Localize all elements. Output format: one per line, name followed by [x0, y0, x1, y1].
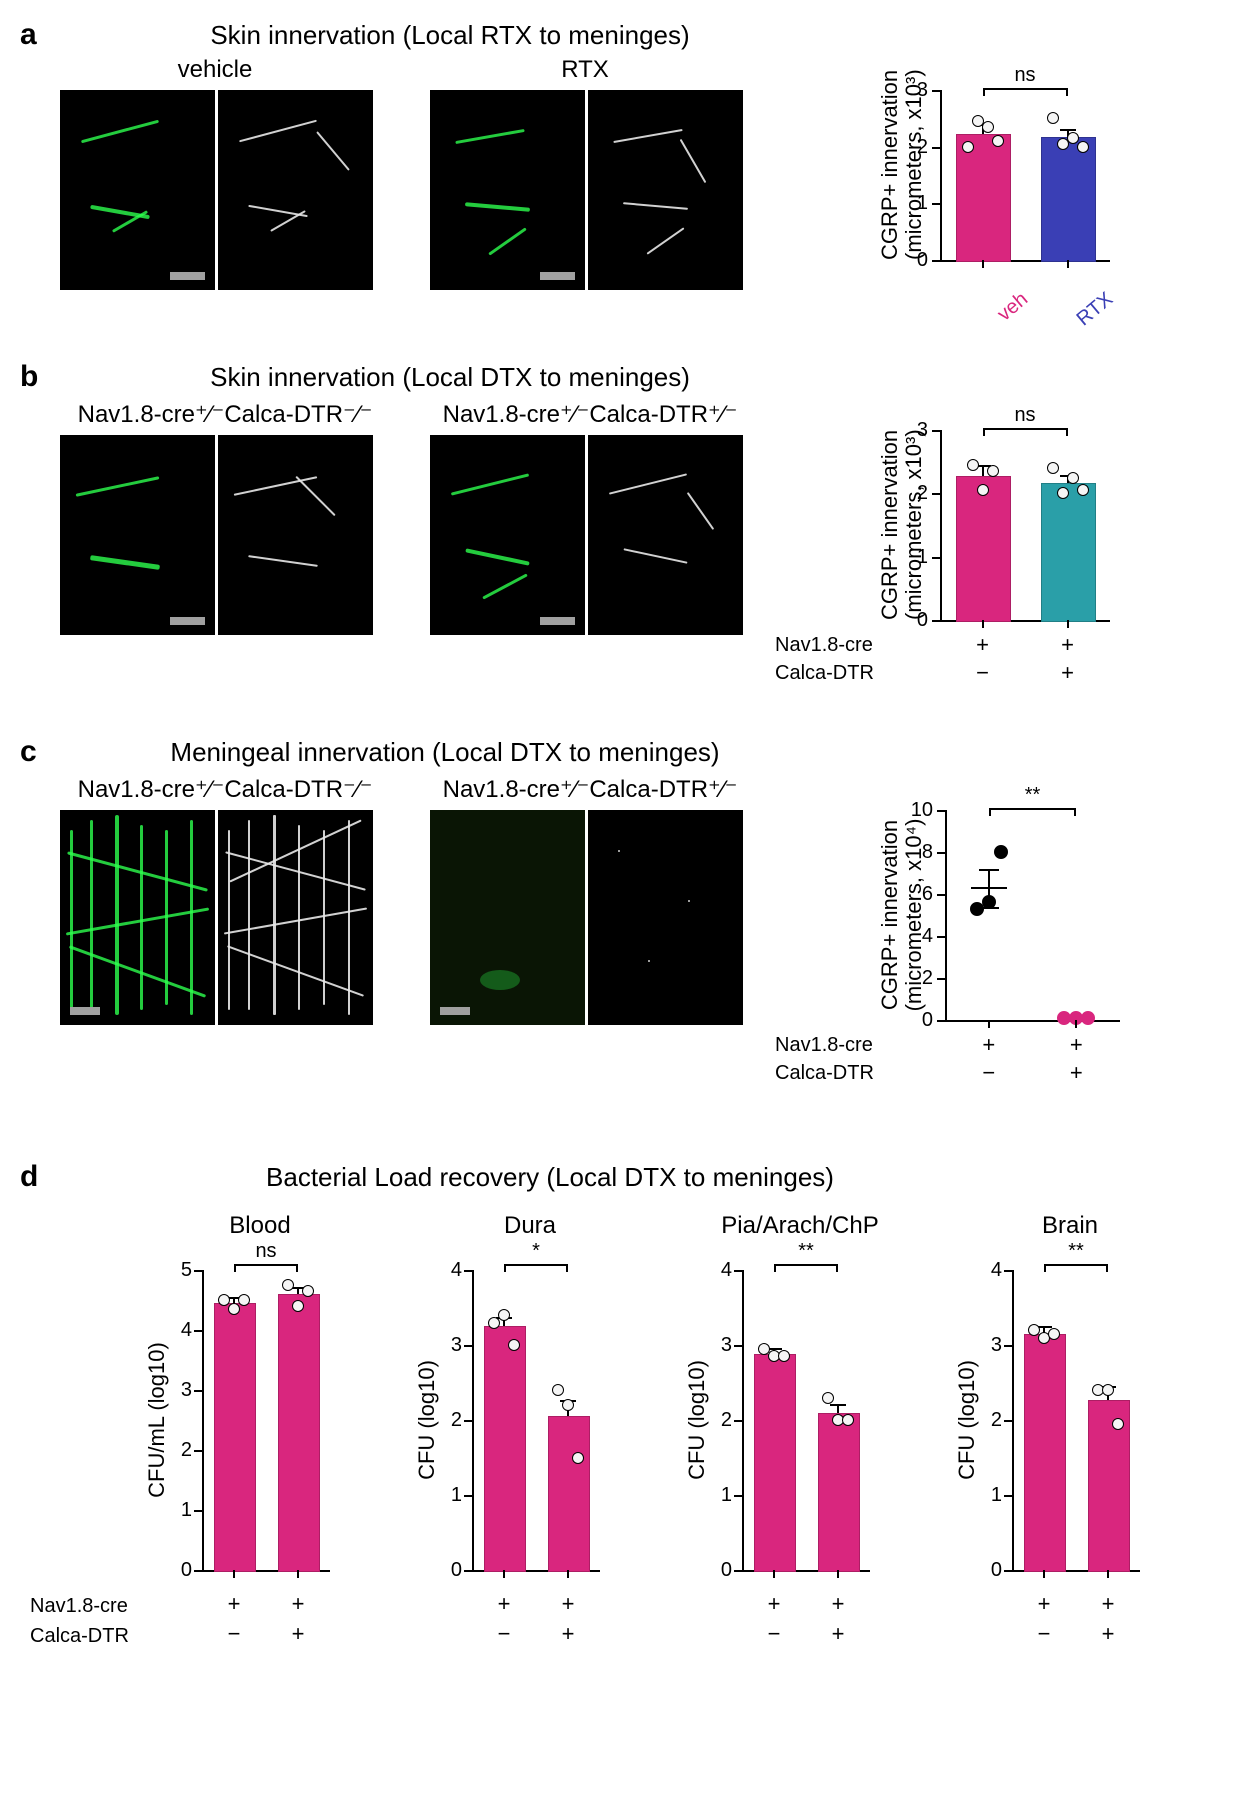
panel-b-left-label: Nav1.8-cre⁺⁄⁻Calca-DTR⁻⁄⁻ — [65, 400, 385, 429]
panel-d-title: Bacterial Load recovery (Local DTX to me… — [200, 1162, 900, 1193]
panel-d-chart-dura: Dura01234CFU (log10)* — [400, 1210, 630, 1580]
panel-a-right-label: RTX — [495, 56, 675, 84]
panel-d-label: d — [20, 1160, 38, 1194]
panel-b-img1 — [60, 435, 215, 635]
panel-b-label: b — [20, 360, 38, 394]
panel-c-img2 — [218, 810, 373, 1025]
panel-c-chart: 0246810CGRP+ innervation(micrometers, x1… — [870, 780, 1130, 1100]
panel-a-label: a — [20, 18, 37, 52]
panel-d-geno-row2-label: Calca-DTR — [30, 1625, 129, 1648]
panel-b-img3 — [430, 435, 585, 635]
panel-a-title: Skin innervation (Local RTX to meninges) — [150, 20, 750, 51]
panel-d-chart-pia: Pia/Arach/ChP01234CFU (log10)** — [670, 1210, 900, 1580]
panel-b-right-label: Nav1.8-cre⁺⁄⁻Calca-DTR⁺⁄⁻ — [430, 400, 750, 429]
panel-a-left-label: vehicle — [125, 56, 305, 84]
panel-a-chart: 0123CGRP+ innervation(micrometers, x10³)… — [870, 60, 1120, 320]
panel-d-chart-brain: Brain01234CFU (log10)** — [940, 1210, 1170, 1580]
panel-c-label: c — [20, 735, 37, 769]
panel-c-img4 — [588, 810, 743, 1025]
panel-b-chart: 0123CGRP+ innervation(micrometers, x10³)… — [870, 400, 1120, 700]
panel-a-img1 — [60, 90, 215, 290]
panel-c-title: Meningeal innervation (Local DTX to meni… — [120, 737, 770, 768]
panel-c-right-label: Nav1.8-cre⁺⁄⁻Calca-DTR⁺⁄⁻ — [430, 775, 750, 804]
panel-d-geno-row1-label: Nav1.8-cre — [30, 1595, 128, 1618]
panel-c-img1 — [60, 810, 215, 1025]
panel-b-title: Skin innervation (Local DTX to meninges) — [150, 362, 750, 393]
panel-a-img3 — [430, 90, 585, 290]
panel-d-chart-blood: Blood012345CFU/mL (log10)ns — [130, 1210, 360, 1580]
panel-c-left-label: Nav1.8-cre⁺⁄⁻Calca-DTR⁻⁄⁻ — [65, 775, 385, 804]
panel-b-img4 — [588, 435, 743, 635]
panel-a-img2 — [218, 90, 373, 290]
panel-c-img3 — [430, 810, 585, 1025]
panel-b-img2 — [218, 435, 373, 635]
panel-a-img4 — [588, 90, 743, 290]
figure-root: a Skin innervation (Local RTX to meninge… — [0, 0, 1240, 1800]
